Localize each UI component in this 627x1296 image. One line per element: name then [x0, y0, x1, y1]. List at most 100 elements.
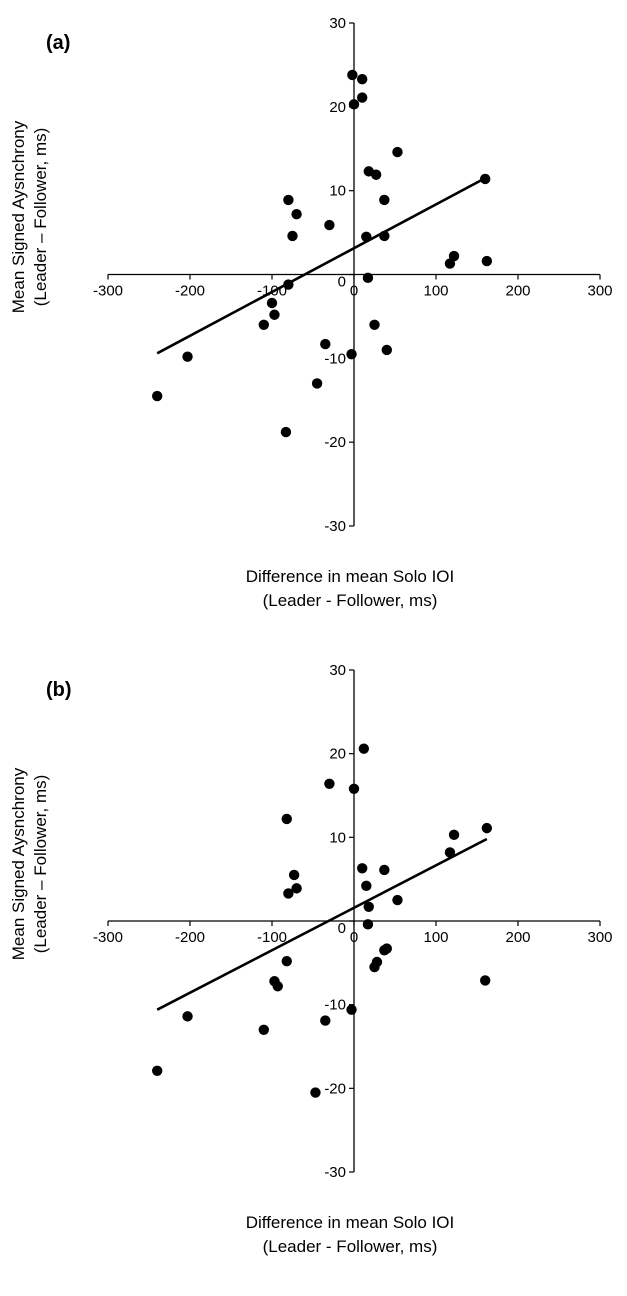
data-point: [361, 231, 372, 242]
data-point: [291, 883, 302, 894]
data-point: [346, 1004, 357, 1015]
y-tick-label: 10: [329, 829, 346, 846]
y-axis-title: Mean Signed Aysnchrony (Leader – Followe…: [9, 120, 50, 313]
data-point: [288, 869, 300, 881]
y-tick-label: -20: [324, 434, 346, 451]
data-point: [152, 1065, 163, 1076]
data-point: [379, 194, 390, 206]
data-point: [283, 279, 294, 290]
x-axis-title-line1: Difference in mean Solo IOI: [246, 1213, 455, 1232]
y-tick-label: -30: [324, 1164, 346, 1181]
x-tick-label: 200: [505, 283, 530, 300]
data-point: [283, 888, 294, 899]
data-point: [182, 1011, 193, 1022]
data-point: [370, 169, 382, 180]
y-tick-label: 20: [329, 99, 346, 116]
data-point: [379, 230, 390, 242]
panel-label: (b): [46, 679, 72, 701]
data-point: [311, 378, 323, 389]
x-axis-title-line1: Difference in mean Solo IOI: [246, 567, 455, 586]
x-tick-label: 100: [423, 929, 448, 946]
data-point: [444, 847, 456, 858]
data-point: [361, 880, 372, 892]
data-point: [392, 146, 403, 158]
x-tick-label: 300: [587, 283, 612, 300]
y-tick-label: 30: [329, 662, 346, 679]
data-point: [369, 319, 380, 330]
panel-label: (a): [46, 32, 70, 54]
y-axis-title: Mean Signed Aysnchrony (Leader – Followe…: [9, 767, 50, 960]
y-axis-title-line2: (Leader – Follower, ms): [31, 128, 50, 307]
data-point: [324, 778, 335, 789]
data-point: [320, 1015, 331, 1026]
data-point: [362, 272, 374, 284]
scatter-chart-b: (b) Mean Signed Aysnchrony (Leader – Fol…: [9, 662, 613, 1256]
data-point: [369, 961, 380, 973]
y-tick-label: -10: [324, 997, 346, 1014]
data-point: [258, 319, 269, 330]
data-point: [448, 829, 460, 841]
data-point: [363, 901, 374, 912]
data-point: [444, 258, 456, 269]
y-tick-label: 0: [338, 274, 346, 291]
x-tick-label: 0: [350, 929, 358, 946]
data-point: [347, 69, 358, 81]
x-axis-title-line2: (Leader - Follower, ms): [263, 1237, 438, 1256]
data-point: [269, 309, 280, 320]
y-tick-label: 20: [329, 746, 346, 763]
data-point: [281, 955, 292, 967]
y-axis-title-line2: (Leader – Follower, ms): [31, 775, 50, 954]
data-point: [280, 426, 292, 438]
data-point: [481, 822, 493, 834]
y-tick-label: 10: [329, 183, 346, 200]
data-point: [310, 1087, 321, 1098]
x-tick-label: -200: [175, 283, 205, 300]
data-point: [266, 297, 278, 309]
scatter-chart-a: (a) Mean Signed Aysnchrony (Leader – Fol…: [9, 15, 613, 610]
data-point: [258, 1024, 269, 1035]
scatter-panel-b: (b) Mean Signed Aysnchrony (Leader – Fol…: [0, 648, 627, 1296]
data-point: [362, 919, 374, 930]
data-point: [357, 73, 368, 85]
x-tick-label: 200: [505, 929, 530, 946]
data-point: [357, 863, 368, 874]
trend-line: [156, 837, 488, 1011]
data-point: [291, 208, 302, 220]
data-point: [152, 390, 163, 402]
data-point: [357, 92, 368, 103]
data-point: [358, 743, 370, 754]
data-point: [480, 173, 491, 185]
scatter-panel-a: (a) Mean Signed Aysnchrony (Leader – Fol…: [9, 15, 613, 610]
x-tick-label: -200: [175, 929, 205, 946]
data-point: [320, 338, 331, 350]
data-point: [379, 864, 390, 876]
y-axis-title-line1: Mean Signed Aysnchrony: [9, 767, 28, 960]
data-point: [283, 194, 294, 206]
x-tick-label: 300: [587, 929, 612, 946]
data-point: [379, 945, 390, 956]
x-tick-label: -100: [257, 929, 287, 946]
y-axis-title-line1: Mean Signed Aysnchrony: [9, 120, 28, 313]
data-point: [348, 99, 360, 110]
x-tick-label: -300: [93, 283, 123, 300]
y-tick-label: 0: [338, 920, 346, 937]
y-tick-label: -30: [324, 518, 346, 535]
y-tick-label: 30: [329, 15, 346, 32]
trend-line: [156, 176, 488, 355]
x-tick-label: -300: [93, 929, 123, 946]
x-tick-label: 0: [350, 283, 358, 300]
data-point: [324, 219, 335, 231]
data-point: [481, 255, 493, 267]
data-point: [392, 894, 403, 906]
data-point: [346, 348, 357, 360]
data-point: [480, 975, 491, 986]
data-point: [182, 351, 193, 362]
y-tick-label: -20: [324, 1080, 346, 1097]
data-point: [381, 344, 392, 356]
data-point: [287, 230, 298, 242]
data-point: [281, 813, 292, 825]
data-point: [348, 783, 360, 795]
y-tick-label: -10: [324, 350, 346, 367]
data-point: [272, 981, 283, 992]
x-axis-title-line2: (Leader - Follower, ms): [263, 591, 438, 610]
